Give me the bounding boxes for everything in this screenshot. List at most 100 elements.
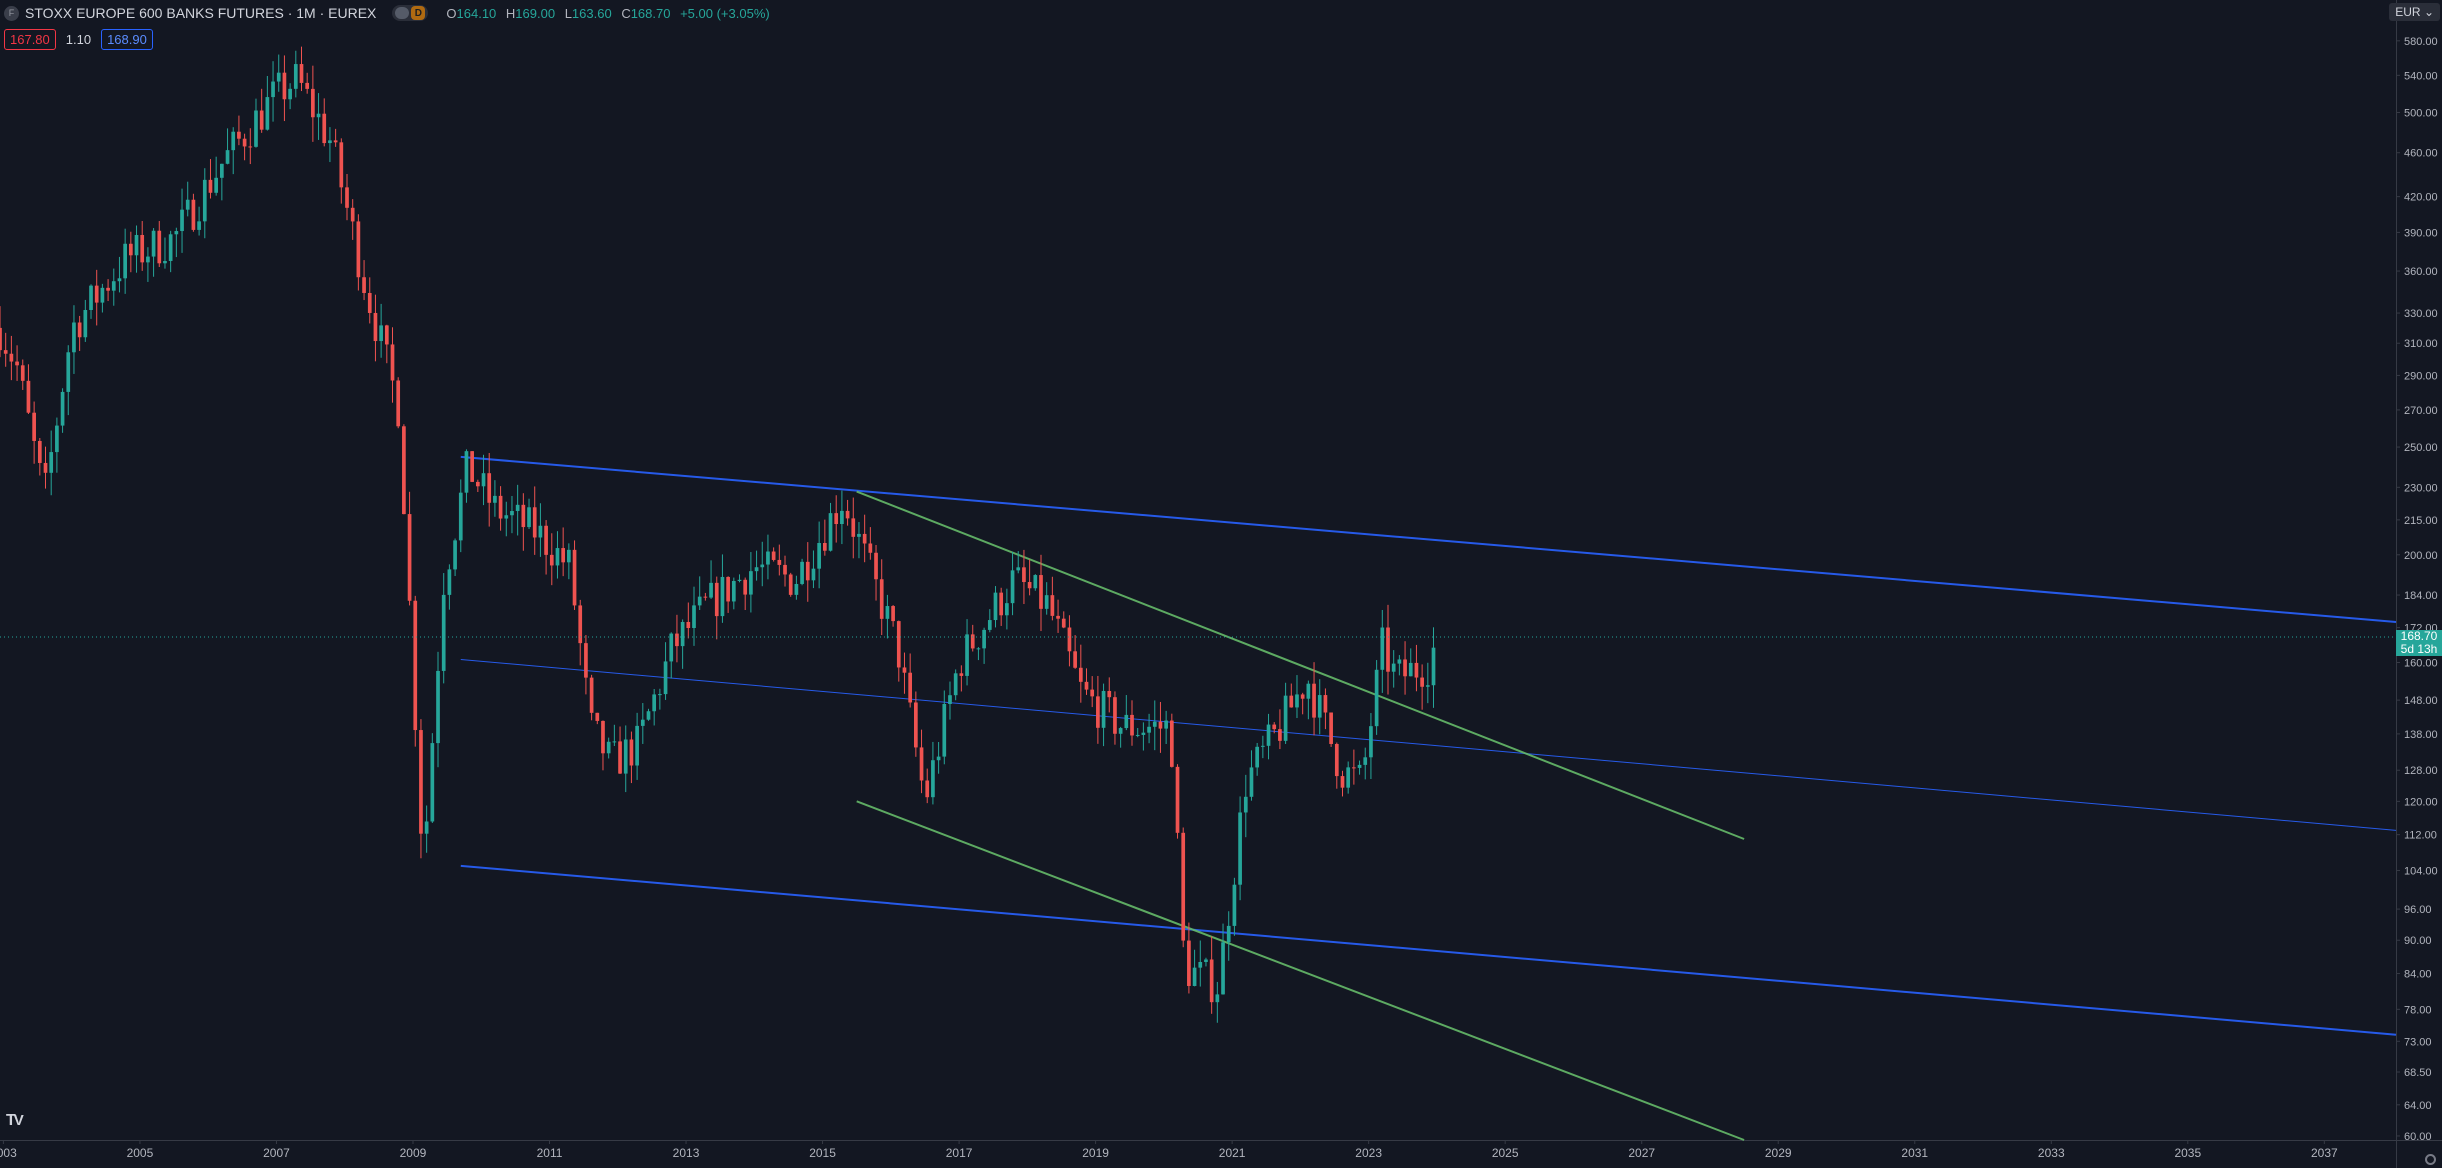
candle-body	[390, 344, 395, 381]
x-tick-label: 2021	[1219, 1146, 1246, 1160]
candle-body	[538, 525, 543, 538]
candle-body	[1221, 942, 1225, 995]
candle-body	[874, 552, 878, 580]
candle-body	[1175, 766, 1180, 833]
x-tick-label: 2003	[0, 1146, 17, 1160]
candle-body	[845, 510, 850, 519]
candle-body	[896, 621, 901, 668]
candle-body	[544, 525, 548, 555]
candle-body	[612, 741, 617, 743]
currency-selector[interactable]: EUR ⌄	[2389, 3, 2440, 21]
y-tick-label: 112.00	[2404, 830, 2437, 842]
candle-body	[1397, 659, 1402, 664]
candle-body	[1317, 695, 1322, 718]
candle-body	[453, 540, 457, 570]
candle-body	[299, 64, 304, 83]
ohlc-values: O164.10 H169.00 L163.60 C168.70 +5.00 (+…	[446, 5, 770, 21]
candle-body	[749, 571, 753, 595]
candle-body	[202, 179, 207, 222]
y-tick-label: 73.00	[2404, 1036, 2432, 1048]
candle-body	[697, 596, 702, 606]
candle-body	[26, 380, 31, 413]
x-tick-label: 2035	[2174, 1146, 2201, 1160]
candle-body	[1158, 721, 1163, 729]
y-tick-label: 78.00	[2404, 1004, 2432, 1016]
candle-body	[185, 199, 190, 210]
candle-body	[885, 606, 890, 619]
symbol-title[interactable]: STOXX EUROPE 600 BANKS FUTURES · 1M · EU…	[25, 5, 377, 21]
candle-body	[1261, 745, 1265, 747]
change-value: +5.00 (+3.05%)	[680, 5, 770, 21]
candle-body	[743, 579, 748, 595]
sell-button[interactable]: 167.80	[4, 29, 56, 50]
candle-body	[168, 234, 173, 261]
candle-body	[458, 492, 463, 541]
candle-body	[601, 720, 605, 754]
candle-body	[788, 574, 793, 595]
candle-body	[413, 600, 418, 731]
candle-body	[89, 285, 93, 311]
candle-body	[914, 702, 918, 748]
candle-body	[663, 661, 668, 695]
candle-body	[629, 739, 634, 766]
trendlines[interactable]	[460, 455, 2397, 1141]
candle-body	[726, 576, 730, 602]
candle-body	[311, 88, 315, 118]
candle-body	[578, 605, 583, 644]
y-tick-label: 310.00	[2404, 338, 2438, 350]
candle-body	[760, 564, 765, 568]
candle-body	[1090, 689, 1095, 697]
candle-body	[197, 221, 201, 230]
candle-body	[1198, 962, 1203, 968]
candle-body	[680, 621, 685, 647]
buy-button[interactable]: 168.90	[101, 29, 153, 50]
candle-body	[407, 514, 412, 601]
y-tick-label: 330.00	[2404, 308, 2438, 320]
x-tick-label: 2033	[2038, 1146, 2065, 1160]
delayed-badge[interactable]: D	[411, 6, 426, 20]
candle-body	[504, 515, 509, 519]
candle-body	[658, 694, 662, 696]
candle-body	[561, 548, 566, 563]
candle-body	[111, 281, 116, 291]
candle-body	[800, 561, 804, 584]
price-axis[interactable]: 580.00 540.00 500.00 460.00 420.00 390.00 360.…	[2396, 36, 2438, 1143]
candle-body	[555, 548, 560, 566]
candle-body	[225, 150, 230, 164]
candle-body	[1101, 690, 1106, 728]
candle-body	[777, 559, 782, 565]
status-badges[interactable]: D	[392, 5, 429, 21]
candle-body	[305, 82, 310, 89]
low-value: 163.60	[571, 5, 612, 21]
eye-icon[interactable]	[395, 7, 410, 19]
candle-body	[384, 325, 389, 345]
candle-body	[959, 673, 964, 676]
candle-body	[259, 110, 264, 130]
candle-body	[362, 277, 366, 293]
candle-body	[1329, 712, 1333, 744]
candle-body	[1010, 570, 1015, 604]
settings-icon[interactable]	[2425, 1154, 2436, 1165]
candle-body	[618, 741, 622, 774]
candle-body	[1312, 683, 1316, 718]
candle-body	[1255, 746, 1260, 768]
candle-body	[891, 606, 895, 622]
tradingview-logo-icon[interactable]: TV	[6, 1112, 24, 1129]
candle-body	[652, 694, 657, 712]
time-axis[interactable]: 2003 2005 2007 2009 2011 2013 2015 2017 2019 2021…	[0, 1140, 2338, 1160]
candle-body	[669, 633, 674, 662]
close-value: 168.70	[630, 5, 671, 21]
candle-body	[242, 138, 247, 147]
candle-body	[1408, 662, 1413, 677]
candle-body	[1215, 994, 1220, 1003]
y-tick-label: 84.00	[2404, 969, 2432, 981]
candle-body	[987, 620, 992, 630]
candle-body	[128, 243, 133, 256]
candle-body	[0, 327, 2, 351]
candle-body	[703, 596, 708, 598]
candle-body	[1078, 667, 1083, 682]
candle-body	[953, 673, 958, 696]
candle-body	[66, 352, 71, 392]
candle-body	[1096, 696, 1100, 728]
